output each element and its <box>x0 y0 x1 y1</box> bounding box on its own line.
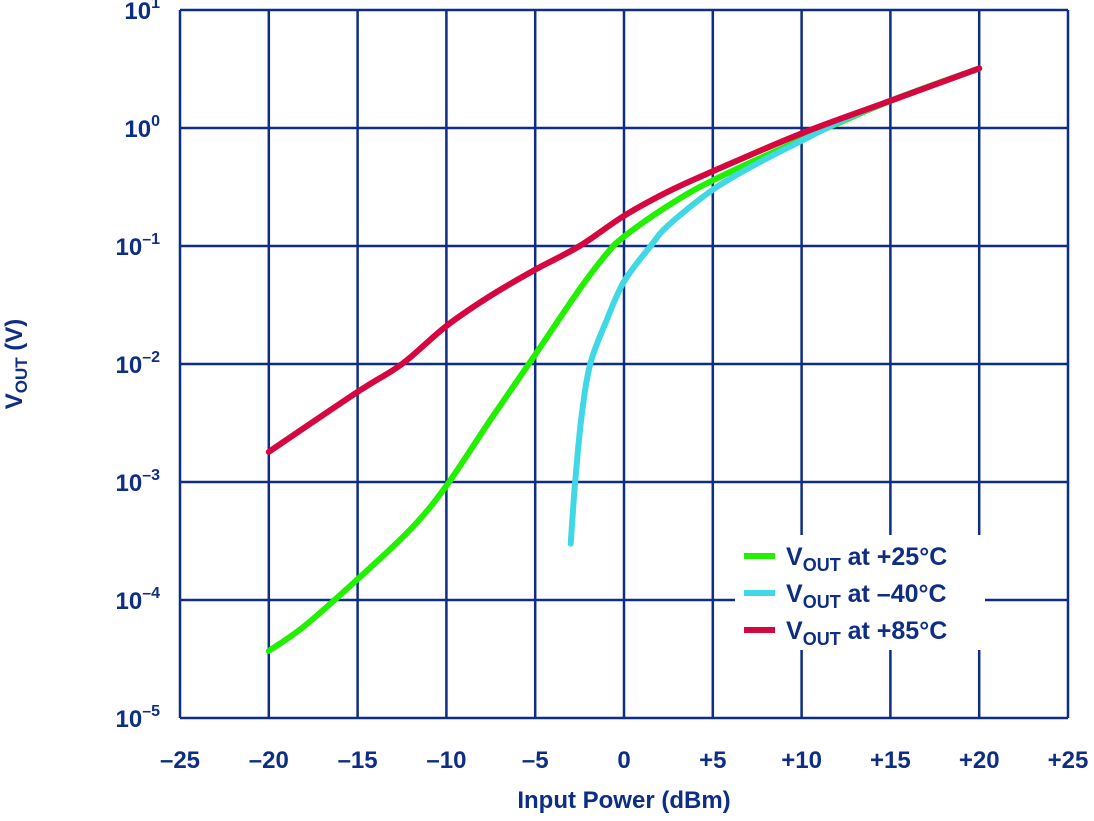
x-tick-labels: –25 –20 –15 –10 –5 0 +5 +10 +15 +20 +25 <box>160 747 1088 774</box>
y-tick-label: 10–4 <box>116 585 161 615</box>
x-tick-label: –25 <box>160 747 200 774</box>
y-tick-label: 10–3 <box>116 467 161 497</box>
x-tick-label: –10 <box>426 747 466 774</box>
x-tick-label: +20 <box>959 747 1000 774</box>
legend-label: VOUT at +85°C <box>786 617 947 649</box>
x-tick-label: –20 <box>249 747 289 774</box>
x-tick-label: +25 <box>1048 747 1089 774</box>
x-tick-label: –15 <box>338 747 378 774</box>
legend-background <box>735 535 985 650</box>
series-line-2 <box>265 65 983 455</box>
x-tick-label: +5 <box>699 747 726 774</box>
y-tick-label: 101 <box>124 0 160 25</box>
series-line-1 <box>567 65 983 547</box>
legend-label: VOUT at +25°C <box>786 543 947 575</box>
y-tick-label: 10–2 <box>116 349 161 379</box>
x-axis-label: Input Power (dBm) <box>517 787 730 814</box>
x-tick-label: –5 <box>522 747 549 774</box>
y-tick-label: 10–1 <box>116 231 161 261</box>
x-tick-label: 0 <box>617 747 630 774</box>
x-tick-label: +15 <box>870 747 911 774</box>
y-tick-label: 100 <box>124 113 160 143</box>
legend: VOUT at +25°C VOUT at –40°C VOUT at +85°C <box>735 535 985 650</box>
y-axis-label: VOUT (V) <box>1 319 31 410</box>
grid <box>178 8 1070 720</box>
series-lines <box>265 65 983 654</box>
x-tick-label: +10 <box>781 747 822 774</box>
y-tick-labels: 101 100 10–1 10–2 10–3 10–4 10–5 <box>116 0 161 733</box>
legend-label: VOUT at –40°C <box>786 580 947 612</box>
y-tick-label: 10–5 <box>116 703 161 733</box>
